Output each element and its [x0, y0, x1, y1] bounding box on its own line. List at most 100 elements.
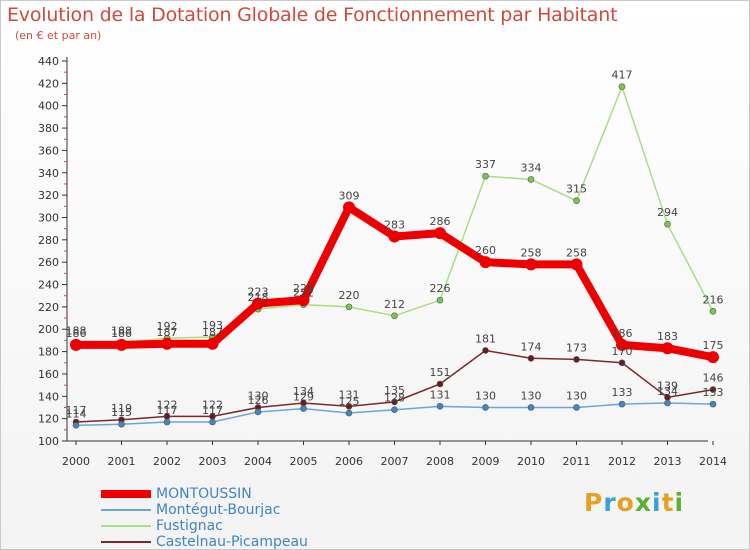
series-point-2 [345, 303, 353, 311]
series-point-2 [391, 312, 398, 320]
y-tick-label: 400 [38, 100, 59, 113]
series-point-1 [163, 418, 171, 426]
series-point-0 [297, 294, 310, 307]
y-tick-label: 380 [38, 122, 59, 135]
data-label-0: 258 [521, 246, 542, 259]
series-point-0 [570, 258, 583, 271]
series-point-1 [118, 420, 125, 428]
logo-letter: t [661, 488, 675, 517]
series-point-1 [482, 404, 489, 411]
data-label-1: 125 [339, 395, 360, 408]
series-point-1 [436, 403, 444, 410]
data-label-2: 220 [339, 289, 360, 302]
x-tick-label: 2008 [426, 455, 454, 468]
y-tick-label: 440 [38, 55, 59, 68]
y-tick-label: 120 [38, 413, 59, 426]
legend-label: Montégut-Bourjac [156, 502, 281, 518]
data-label-3: 130 [248, 389, 269, 402]
data-label-0: 223 [248, 286, 269, 299]
data-label-3: 122 [157, 398, 178, 411]
x-tick-label: 2014 [699, 455, 727, 468]
y-tick-label: 240 [38, 279, 59, 292]
data-label-2: 222 [293, 287, 314, 300]
series-point-2 [482, 172, 489, 180]
data-label-3: 135 [384, 384, 405, 397]
data-label-1: 130 [475, 389, 496, 402]
series-point-1 [391, 406, 398, 414]
data-label-1: 114 [66, 407, 87, 420]
data-label-0: 175 [703, 339, 724, 352]
series-point-0 [616, 338, 628, 351]
series-point-3 [573, 356, 580, 363]
series-point-3 [436, 380, 444, 388]
y-tick-label: 180 [38, 346, 59, 359]
data-label-0: 186 [612, 327, 633, 340]
legend-swatch [101, 541, 151, 543]
series-point-2 [527, 176, 535, 183]
data-label-0: 286 [430, 215, 451, 228]
series-point-1 [527, 404, 535, 411]
y-tick-label: 100 [38, 435, 59, 448]
axes: 100 120 140 160 180 200 220 240 260 280 300 320 340 3… [38, 55, 727, 468]
series-point-1 [300, 405, 307, 412]
x-tick-label: 2002 [153, 455, 181, 468]
y-tick-label: 160 [38, 368, 59, 381]
x-tick-label: 2007 [381, 455, 409, 468]
data-label-0: 187 [157, 326, 178, 339]
series-point-0 [161, 337, 173, 350]
data-label-0: 183 [657, 330, 678, 343]
data-label-1: 134 [657, 385, 678, 398]
series-point-0 [479, 256, 492, 269]
series-point-2 [436, 296, 444, 304]
data-label-0: 258 [566, 246, 587, 259]
chart-title: Evolution de la Dotation Globale de Fonc… [7, 4, 618, 26]
series-point-3 [482, 347, 489, 354]
y-tick-label: 260 [38, 256, 59, 269]
data-label-1: 117 [157, 404, 178, 417]
data-label-1: 128 [384, 392, 405, 405]
y-tick-label: 280 [38, 234, 59, 247]
series-point-0 [388, 230, 401, 243]
data-label-2: 218 [248, 291, 269, 304]
series-point-0 [343, 201, 355, 214]
series-point-1 [345, 409, 353, 417]
series-point-0 [661, 342, 674, 355]
data-label-0: 283 [384, 218, 405, 231]
data-label-3: 122 [202, 398, 223, 411]
series-point-1 [664, 399, 671, 407]
data-label-2: 212 [384, 298, 405, 311]
y-tick-label: 200 [38, 323, 59, 336]
series-point-3 [391, 398, 398, 406]
data-label-1: 117 [202, 404, 223, 417]
data-label-3: 170 [612, 345, 633, 358]
series-point-0 [525, 258, 537, 271]
data-label-1: 131 [430, 388, 451, 401]
data-label-1: 133 [612, 386, 633, 399]
series-point-1 [573, 404, 580, 411]
data-label-0: 226 [293, 282, 314, 295]
data-label-0: 186 [111, 327, 132, 340]
series-point-0 [434, 227, 446, 240]
data-label-2: 226 [430, 282, 451, 295]
data-label-1: 133 [703, 386, 724, 399]
y-tick-label: 220 [38, 301, 59, 314]
data-label-3: 117 [66, 404, 87, 417]
legend-swatch [101, 509, 151, 511]
series-point-1 [254, 408, 262, 416]
data-label-0: 260 [475, 244, 496, 257]
series-point-0 [707, 351, 719, 364]
data-label-1: 130 [566, 389, 587, 402]
x-tick-label: 2003 [199, 455, 227, 468]
logo-letter: x [634, 488, 652, 517]
data-label-3: 181 [475, 332, 496, 345]
data-label-3: 139 [657, 379, 678, 392]
data-label-0: 309 [339, 189, 360, 202]
y-tick-label: 140 [38, 390, 59, 403]
data-label-3: 174 [521, 340, 542, 353]
data-label-2: 216 [703, 293, 724, 306]
series-point-2 [573, 197, 580, 205]
series-point-0 [70, 338, 82, 351]
data-label-0: 187 [202, 326, 223, 339]
